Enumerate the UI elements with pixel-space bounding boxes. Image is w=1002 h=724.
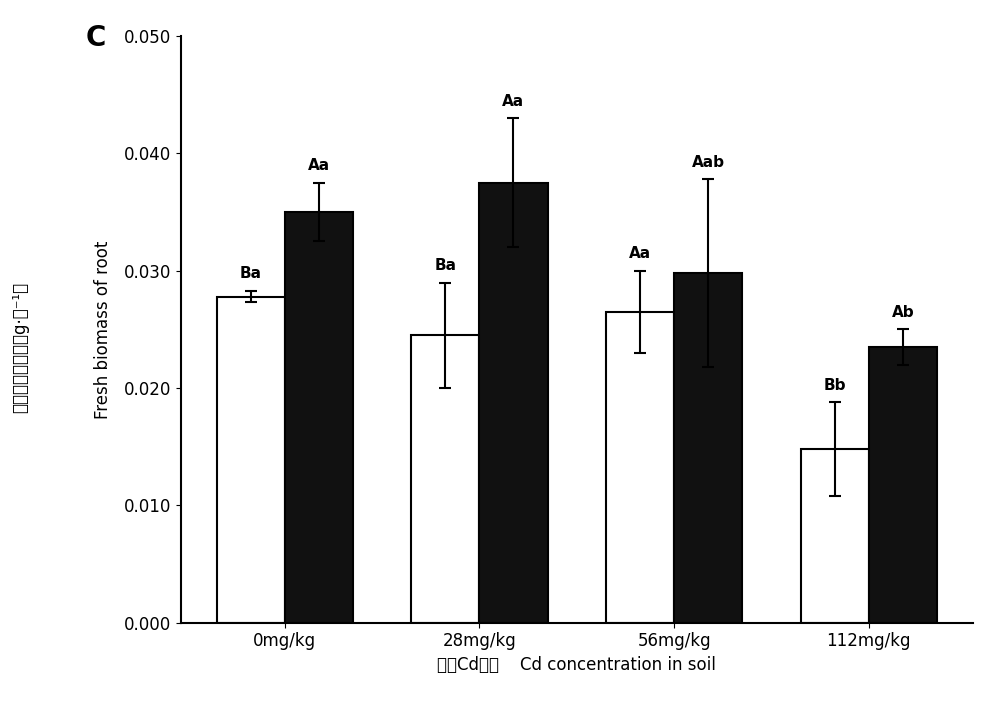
Text: Ab: Ab <box>891 305 913 320</box>
Text: Aab: Aab <box>691 155 723 170</box>
Text: C: C <box>85 25 106 52</box>
Bar <box>216 297 285 623</box>
Bar <box>285 212 353 623</box>
Y-axis label: Fresh biomass of root: Fresh biomass of root <box>94 240 112 418</box>
Bar <box>800 449 868 623</box>
Text: Bb: Bb <box>823 378 845 392</box>
Text: Ba: Ba <box>239 266 262 282</box>
Bar <box>673 273 741 623</box>
Text: Aa: Aa <box>628 246 650 261</box>
Bar <box>605 312 673 623</box>
Text: 地下部鲜质量／（g·株⁻¹）: 地下部鲜质量／（g·株⁻¹） <box>11 282 29 413</box>
Bar <box>868 347 936 623</box>
X-axis label: 土壭Cd浓度    Cd concentration in soil: 土壭Cd浓度 Cd concentration in soil <box>437 656 715 674</box>
Text: Ba: Ba <box>434 258 456 273</box>
Text: Aa: Aa <box>502 94 524 109</box>
Text: Aa: Aa <box>308 159 330 174</box>
Bar <box>479 182 547 623</box>
Bar <box>411 335 479 623</box>
